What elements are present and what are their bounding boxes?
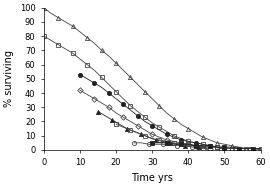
X-axis label: Time yrs: Time yrs	[131, 173, 173, 183]
Y-axis label: % surviving: % surviving	[4, 50, 14, 107]
